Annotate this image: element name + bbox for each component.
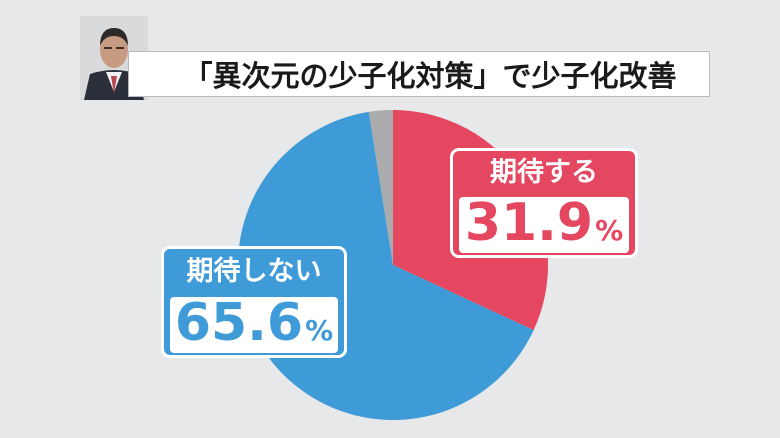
callout-not-expect-unit: % xyxy=(305,314,334,347)
callout-expect-value: 31.9 xyxy=(464,193,594,253)
callout-not-expect-value: 65.6 xyxy=(174,293,304,353)
callout-expect-unit: % xyxy=(595,214,624,247)
avatar xyxy=(80,16,148,100)
chart-title: 「異次元の少子化対策」で少子化改善 xyxy=(183,59,677,93)
callout-expect-label: 期待する xyxy=(490,157,598,188)
callout-expect: 期待する 31.9 % xyxy=(450,148,638,258)
pie-slice-other xyxy=(368,110,393,265)
title-banner: 「異次元の少子化対策」で少子化改善 xyxy=(128,51,710,97)
callout-not-expect-value-box: 65.6 % xyxy=(170,297,338,353)
callout-not-expect: 期待しない 65.6 % xyxy=(161,246,347,358)
callout-expect-value-box: 31.9 % xyxy=(459,197,629,253)
callout-not-expect-label: 期待しない xyxy=(186,256,322,287)
